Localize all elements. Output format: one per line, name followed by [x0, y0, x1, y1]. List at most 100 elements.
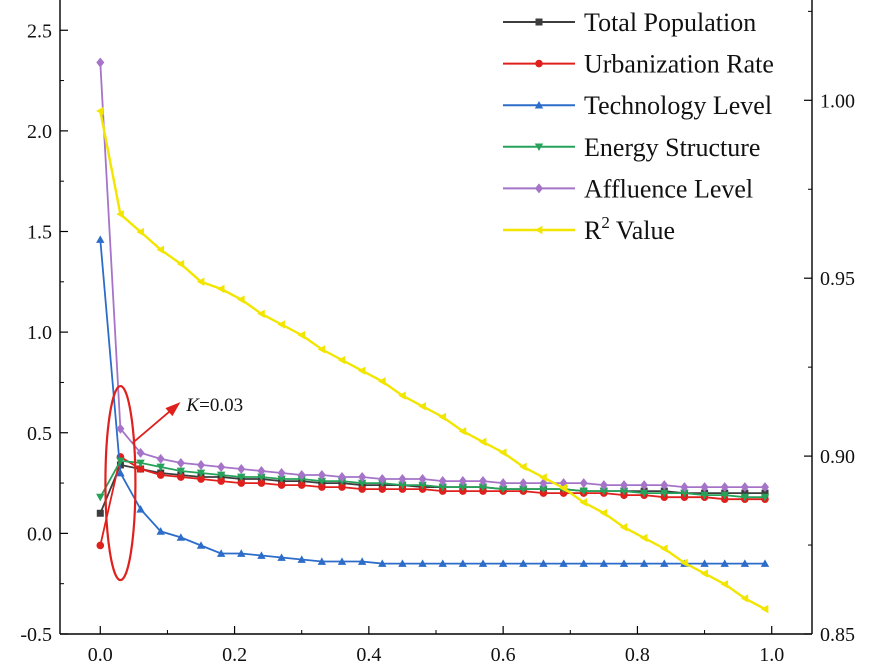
data-point: [740, 559, 750, 567]
data-point: [176, 467, 186, 476]
data-point: [519, 559, 528, 567]
axes: 0.0 0.2 0.4 0.6 0.8 1.0 -0.5 0.0 0.5 1.0 1.5 2.0 2.5…: [20, 0, 855, 664]
data-point: [398, 481, 407, 490]
data-point: [519, 478, 528, 489]
data-point: [478, 437, 487, 447]
data-point: [479, 476, 487, 487]
legend-label: Technology Level: [584, 91, 772, 120]
data-point: [760, 493, 770, 502]
data-point: [761, 482, 769, 493]
data-point: [579, 498, 588, 507]
data-point: [660, 544, 668, 553]
data-point: [720, 579, 729, 589]
legend-item: Affluence Level: [503, 174, 753, 203]
series-line: [99, 239, 765, 565]
annotation-layer: K=0.03: [104, 384, 243, 582]
k-highlight-ellipse: [104, 384, 137, 582]
x-tick-label: 0.2: [222, 644, 247, 664]
x-tick-label: 1.0: [759, 644, 784, 664]
data-point: [559, 483, 567, 493]
data-point: [680, 489, 689, 498]
data-point: [499, 478, 508, 489]
k-arrow-shaft: [131, 408, 174, 444]
legend-item: Technology Level: [503, 91, 772, 120]
left-tick-label: 2.0: [27, 121, 52, 143]
data-point: [458, 559, 468, 567]
legend-label-base: R: [584, 216, 602, 245]
legend-marker: [534, 143, 544, 151]
data-point: [418, 559, 427, 567]
data-point: [378, 377, 386, 386]
data-point: [357, 557, 367, 565]
series-urbanization-rate: [96, 453, 769, 550]
data-point: [237, 473, 246, 482]
data-point: [216, 549, 226, 557]
legend-label-superscript: 2: [601, 213, 610, 232]
data-point: [136, 459, 145, 468]
data-point: [257, 465, 266, 476]
data-point: [297, 555, 306, 563]
data-point: [660, 480, 669, 491]
k-arrow-head: [165, 402, 181, 417]
data-point: [197, 475, 205, 483]
data-point: [237, 479, 246, 487]
series-line: [99, 455, 765, 546]
left-tick-label: 1.5: [27, 222, 52, 244]
data-point: [297, 481, 306, 489]
data-point: [318, 483, 326, 491]
data-point: [358, 472, 367, 483]
data-point: [216, 471, 226, 480]
data-point: [337, 557, 347, 565]
data-point: [357, 366, 366, 375]
data-point: [156, 527, 165, 535]
legend-item: Urbanization Rate: [503, 50, 774, 79]
data-point: [136, 227, 144, 237]
legend-item: R2 Value: [503, 213, 675, 245]
data-point: [579, 478, 588, 489]
data-point: [639, 533, 648, 543]
legend: Total Population Urbanization Rate Technol…: [503, 8, 774, 245]
series-line: [99, 110, 766, 611]
data-point: [237, 295, 245, 304]
data-point: [579, 487, 588, 496]
data-point: [639, 559, 649, 567]
data-point: [176, 457, 185, 468]
data-point: [418, 402, 426, 411]
data-point: [620, 480, 628, 491]
legend-label: Energy Structure: [584, 133, 760, 162]
data-point: [418, 474, 427, 485]
left-tick-label: 2.5: [27, 20, 52, 42]
data-point: [740, 493, 750, 502]
data-point: [378, 559, 387, 567]
data-point: [458, 476, 467, 487]
data-point: [176, 533, 186, 541]
right-tick-label: 1.00: [820, 90, 855, 112]
data-point: [156, 245, 165, 254]
legend-item: Total Population: [503, 8, 756, 37]
data-point: [96, 493, 105, 502]
data-point: [599, 559, 609, 567]
series-r-value: [96, 106, 769, 614]
data-point: [196, 541, 206, 549]
series-line: [99, 463, 765, 514]
data-point: [700, 559, 709, 567]
legend-label: Urbanization Rate: [584, 50, 774, 79]
series-line: [99, 62, 765, 489]
data-point: [257, 473, 266, 482]
data-point: [96, 57, 105, 68]
data-point: [196, 469, 206, 478]
data-point: [740, 594, 749, 603]
data-point: [197, 459, 205, 470]
data-point: [338, 472, 346, 483]
data-point: [478, 483, 488, 492]
series-energy-structure: [96, 457, 770, 502]
data-point: [378, 485, 387, 493]
data-point: [277, 481, 286, 489]
data-point: [398, 391, 406, 400]
data-point: [338, 483, 346, 491]
data-point: [96, 541, 105, 550]
legend-marker: [535, 18, 543, 26]
x-tick-label: 0.6: [491, 644, 516, 664]
data-point: [599, 487, 609, 496]
